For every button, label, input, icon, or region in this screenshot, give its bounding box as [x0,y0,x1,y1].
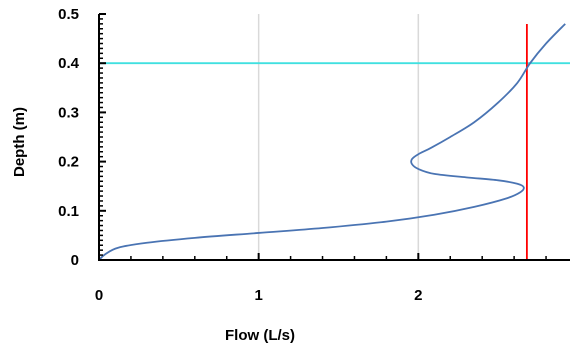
y-tick-label-4: 0.4 [58,55,80,72]
y-tick-label-0: 0 [71,252,79,269]
y-tick-label-1: 0.1 [58,203,79,220]
reference-lines [99,24,570,260]
tick-labels: 0 0.1 0.2 0.3 0.4 0.5 0 1 2 [58,6,422,304]
axes [98,13,570,261]
x-tick-label-1: 1 [254,287,262,304]
x-axis-title: Flow (L/s) [225,327,295,344]
y-tick-label-2: 0.2 [58,154,79,171]
y-tick-label-5: 0.5 [58,6,79,23]
x-tick-label-0: 0 [95,287,103,304]
y-tick-label-3: 0.3 [58,104,79,121]
y-axis-title: Depth (m) [11,107,28,177]
grid-layer [257,14,420,260]
x-tick-label-2: 2 [414,287,422,304]
series-layer [98,23,566,261]
series-line-0 [98,23,566,261]
